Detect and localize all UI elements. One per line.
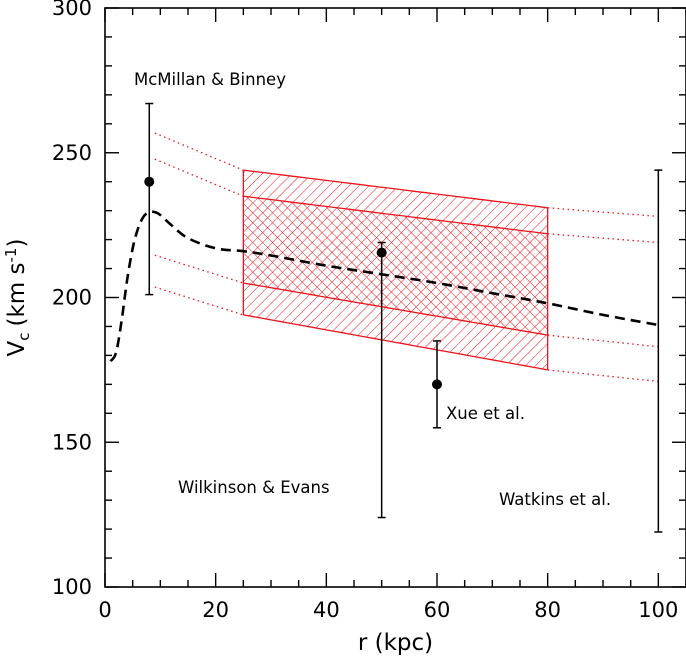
y-axis-label-v: V bbox=[4, 340, 30, 356]
y-tick-label: 200 bbox=[52, 286, 92, 310]
band-curve-outer-lower bbox=[243, 314, 548, 371]
band-curve-dotted-right-inner-upper bbox=[547, 233, 659, 244]
band-curve-dotted-left-inner-lower bbox=[154, 254, 244, 284]
x-tick-label: 0 bbox=[98, 598, 111, 622]
model-curve-layer bbox=[109, 210, 659, 363]
band-curve-dotted-right-inner-lower bbox=[547, 334, 659, 348]
axes-ticks: 0 20 40 60 80 100 100 150 200 250 300 bbox=[52, 0, 686, 622]
annotation-wilkinson-evans: Wilkinson & Evans bbox=[178, 478, 330, 497]
y-axis-label-close: ) bbox=[4, 239, 30, 248]
y-tick-label: 300 bbox=[52, 0, 92, 20]
band-curve-dotted-left-outer-lower bbox=[154, 286, 244, 316]
band-curve-inner-upper bbox=[243, 195, 548, 235]
x-tick-label: 20 bbox=[202, 598, 229, 622]
data-point-mcmillan-binney bbox=[144, 176, 155, 187]
model-dashed-curve bbox=[109, 210, 659, 363]
x-tick-label: 60 bbox=[424, 598, 451, 622]
data-point-wilkinson-evans bbox=[376, 247, 387, 258]
y-tick-label: 250 bbox=[52, 141, 92, 165]
x-tick-label: 80 bbox=[534, 598, 561, 622]
y-tick-label: 100 bbox=[52, 575, 92, 599]
band-curve-dotted-right-outer-upper bbox=[547, 207, 659, 218]
band-curve-dotted-right-outer-lower bbox=[547, 369, 659, 383]
x-tick-label: 40 bbox=[313, 598, 340, 622]
annotation-mcmillan-binney: McMillan & Binney bbox=[134, 70, 286, 89]
inner-band-hatch bbox=[243, 196, 548, 336]
y-tick-label: 150 bbox=[52, 430, 92, 454]
annotation-watkins: Watkins et al. bbox=[499, 490, 611, 509]
uncertainty-bands bbox=[154, 132, 659, 383]
band-curve-dotted-left-inner-upper bbox=[154, 158, 244, 197]
x-tick-label: 100 bbox=[638, 598, 678, 622]
band-curve-inner-lower bbox=[243, 282, 548, 336]
y-axis-label-sup: -1 bbox=[2, 248, 20, 263]
data-point-xue-et-al bbox=[432, 379, 442, 390]
band-curve-dotted-left-outer-upper bbox=[154, 132, 244, 171]
data-points-layer bbox=[144, 102, 663, 533]
y-axis-label: Vc (km s-1) bbox=[2, 239, 33, 357]
annotation-xue: Xue et al. bbox=[446, 404, 525, 423]
x-axis-label: r (kpc) bbox=[358, 630, 433, 656]
band-curve-outer-upper bbox=[243, 169, 548, 209]
y-axis-label-units: (km s bbox=[4, 262, 30, 326]
y-axis-label-sub: c bbox=[15, 332, 33, 340]
